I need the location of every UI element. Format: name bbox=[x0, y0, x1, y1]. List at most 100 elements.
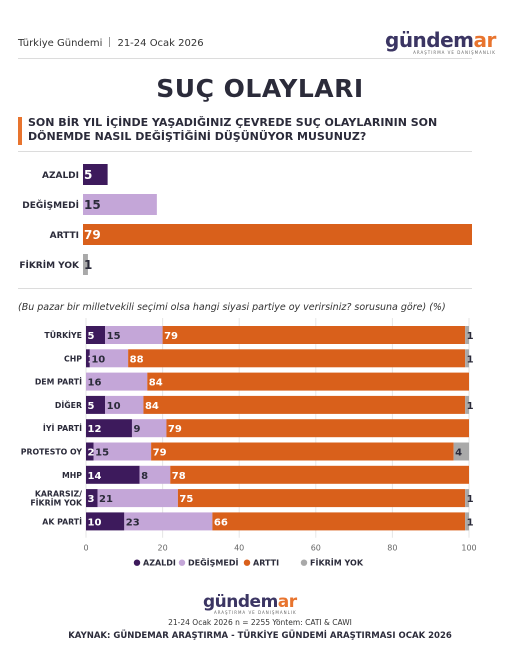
segment-artti-türki-ye bbox=[162, 326, 466, 344]
header-separator bbox=[109, 37, 111, 47]
value-label-deği-şmedi-ak-parti: 23 bbox=[126, 517, 140, 528]
logo-top: gündemar ARAŞTIRMA VE DANIŞMANLIK bbox=[385, 28, 496, 55]
legend-label-deği-şmedi: DEĞİŞMEDİ bbox=[188, 557, 238, 568]
logo-accent: ar bbox=[473, 28, 497, 52]
value-label-azaldi: 5 bbox=[84, 168, 92, 182]
x-tick-label: 80 bbox=[387, 544, 397, 553]
x-tick-label: 40 bbox=[234, 544, 244, 553]
segment-deği-şmedi-ak-parti bbox=[124, 512, 213, 531]
logo-bottom: gündemar ARAŞTIRMA VE DANIŞMANLIK bbox=[203, 592, 297, 615]
overall-bar-chart: AZALDI 5 DEĞİŞMEDİ 15 ARTTI 79 FİKRİM YOK 1 bbox=[19, 164, 472, 275]
segment-fi-kri-m-yok-ak-parti bbox=[465, 512, 469, 531]
value-label-deği-şmedi-mhp: 8 bbox=[141, 471, 148, 482]
segment-azaldi-protesto-oy bbox=[86, 442, 94, 461]
value-label-artti-di-ğer: 84 bbox=[145, 401, 159, 412]
bar-azaldi bbox=[83, 164, 108, 185]
section-divider bbox=[18, 288, 472, 289]
segment-azaldi-di-ğer bbox=[86, 395, 106, 414]
segment-azaldi-ak-parti bbox=[86, 512, 125, 531]
category-label-artti: ARTTI bbox=[50, 231, 79, 241]
x-tick-label: 0 bbox=[83, 544, 88, 553]
value-label-deği-şmedi-di-ğer: 10 bbox=[107, 401, 121, 412]
value-label-artti-dem-parti: 84 bbox=[149, 378, 163, 389]
legend-marker-deği-şmedi bbox=[178, 559, 186, 566]
x-tick-label: 60 bbox=[311, 544, 321, 553]
value-label-artti-kararsiz-fi-kri-m-yok: 75 bbox=[179, 494, 193, 505]
segment-artti-chp bbox=[128, 349, 466, 368]
value-label-artti-ak-parti: 66 bbox=[214, 517, 228, 528]
segment-fi-kri-m-yok-di-ğer bbox=[465, 395, 469, 414]
value-label-fi-kri-m-yok-kararsiz-fi-kri-m-yok: 1 bbox=[467, 494, 474, 505]
header-date: 21-24 Ocak 2026 bbox=[117, 38, 204, 49]
category-label-azaldi: AZALDI bbox=[42, 171, 79, 181]
value-label-artti-protesto-oy: 79 bbox=[153, 448, 167, 459]
bar-deği-şmedi bbox=[83, 194, 157, 215]
category-label-fi-kri-m-yok: FİKRİM YOK bbox=[19, 260, 80, 271]
bar-fi-kri-m-yok bbox=[83, 254, 88, 275]
segment-azaldi-i-yi-parti bbox=[86, 419, 132, 438]
value-label-fi-kri-m-yok: 1 bbox=[84, 258, 92, 272]
value-label-fi-kri-m-yok-chp: 1 bbox=[467, 354, 474, 365]
segment-fi-kri-m-yok-protesto-oy bbox=[453, 442, 469, 461]
category-label-kararsiz-fi-kri-m-yok-line2: FİKRİM YOK bbox=[30, 499, 83, 508]
segment-fi-kri-m-yok-kararsiz-fi-kri-m-yok bbox=[465, 489, 469, 508]
segment-artti-ak-parti bbox=[212, 512, 466, 531]
category-label-deği-şmedi: DEĞİŞMEDİ bbox=[22, 199, 79, 211]
category-label-chp: CHP bbox=[64, 354, 82, 363]
segment-artti-mhp bbox=[170, 465, 469, 484]
segment-deği-şmedi-i-yi-parti bbox=[131, 419, 167, 438]
segment-artti-protesto-oy bbox=[151, 442, 454, 461]
segment-deği-şmedi-chp bbox=[89, 349, 129, 368]
segment-deği-şmedi-dem-parti bbox=[86, 372, 148, 391]
value-label-azaldi-protesto-oy: 2 bbox=[88, 448, 95, 459]
value-label-fi-kri-m-yok-ak-parti: 1 bbox=[467, 517, 474, 528]
value-label-fi-kri-m-yok-türki-ye: 1 bbox=[467, 331, 474, 342]
x-tick-label: 100 bbox=[461, 544, 476, 553]
category-label-kararsiz-fi-kri-m-yok: KARARSIZ/ bbox=[35, 490, 82, 499]
legend-label-azaldi: AZALDI bbox=[143, 559, 176, 568]
value-label-deği-şmedi-türki-ye: 15 bbox=[107, 331, 121, 342]
logo-tagline: ARAŞTIRMA VE DANIŞMANLIK bbox=[213, 610, 297, 615]
segment-artti-dem-parti bbox=[147, 372, 469, 391]
value-label-azaldi-mhp: 14 bbox=[88, 471, 102, 482]
category-label-dem-parti: DEM PARTİ bbox=[35, 378, 82, 387]
segment-deği-şmedi-di-ğer bbox=[105, 395, 144, 414]
question-text: SON BİR YIL İÇİNDE YAŞADIĞINIZ ÇEVREDE S… bbox=[28, 116, 438, 143]
legend-marker-fi-kri-m-yok bbox=[300, 559, 308, 566]
legend-marker-artti bbox=[243, 559, 251, 566]
party-stacked-bar-chart: 020406080100TÜRKİYE515791CHP110881DEM PA… bbox=[21, 318, 477, 568]
segment-deği-şmedi-kararsiz-fi-kri-m-yok bbox=[97, 489, 178, 508]
value-label-deği-şmedi-dem-parti: 16 bbox=[88, 378, 102, 389]
party-chart-subtitle: (Bu pazar bir milletvekili seçimi olsa h… bbox=[18, 302, 446, 313]
segment-artti-kararsiz-fi-kri-m-yok bbox=[177, 489, 466, 508]
logo-accent: ar bbox=[277, 592, 297, 612]
segment-deği-şmedi-türki-ye bbox=[105, 326, 163, 344]
value-label-deği-şmedi-chp: 10 bbox=[91, 354, 105, 365]
segment-azaldi-türki-ye bbox=[86, 326, 106, 344]
bar-artti bbox=[83, 224, 472, 245]
category-label-di-ğer: DİĞER bbox=[55, 401, 82, 410]
logo-main: gündem bbox=[203, 592, 278, 612]
value-label-deği-şmedi-protesto-oy: 15 bbox=[95, 448, 109, 459]
value-label-deği-şmedi: 15 bbox=[84, 198, 101, 212]
category-label-i-yi-parti: İYİ PARTİ bbox=[43, 424, 82, 433]
segment-azaldi-kararsiz-fi-kri-m-yok bbox=[86, 489, 98, 508]
value-label-fi-kri-m-yok-protesto-oy: 4 bbox=[455, 448, 462, 459]
category-label-türki-ye: TÜRKİYE bbox=[44, 331, 82, 340]
segment-deği-şmedi-protesto-oy bbox=[93, 442, 152, 461]
logo-main: gündem bbox=[385, 28, 474, 52]
value-label-fi-kri-m-yok-di-ğer: 1 bbox=[467, 401, 474, 412]
x-tick-label: 20 bbox=[158, 544, 168, 553]
category-label-mhp: MHP bbox=[62, 471, 82, 480]
segment-artti-i-yi-parti bbox=[166, 419, 469, 438]
category-label-ak-parti: AK PARTİ bbox=[42, 517, 82, 526]
segment-fi-kri-m-yok-chp bbox=[465, 349, 469, 368]
segment-fi-kri-m-yok-türki-ye bbox=[465, 326, 469, 344]
value-label-azaldi-kararsiz-fi-kri-m-yok: 3 bbox=[88, 494, 95, 505]
segment-artti-di-ğer bbox=[143, 395, 466, 414]
footer-meta: 21-24 Ocak 2026 n = 2255 Yöntem: CATI & … bbox=[168, 618, 352, 627]
legend-label-fi-kri-m-yok: FİKRİM YOK bbox=[310, 558, 364, 568]
question-divider bbox=[18, 151, 472, 152]
logo-tagline: ARAŞTIRMA VE DANIŞMANLIK bbox=[413, 50, 496, 55]
legend-marker-azaldi bbox=[133, 559, 141, 566]
